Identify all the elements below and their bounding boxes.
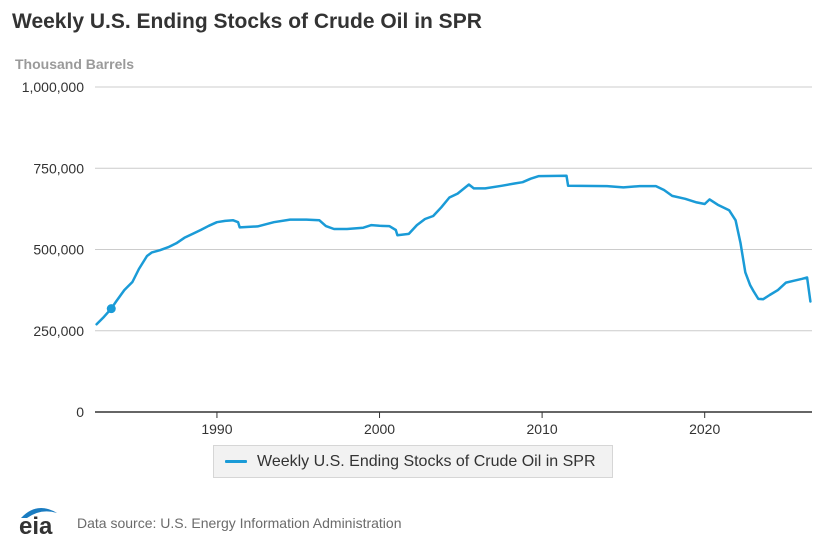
grid-lines (95, 86, 812, 413)
x-tick-label: 1990 (201, 421, 232, 437)
series-hover-marker[interactable] (106, 304, 116, 314)
eia-logo-icon: eia (19, 508, 57, 537)
legend[interactable]: Weekly U.S. Ending Stocks of Crude Oil i… (213, 445, 613, 478)
footer: eia Data source: U.S. Energy Information… (17, 503, 401, 537)
x-tick-label: 2020 (689, 421, 720, 437)
y-tick-label: 500,000 (33, 242, 84, 258)
y-tick-label: 250,000 (33, 323, 84, 339)
chart-title: Weekly U.S. Ending Stocks of Crude Oil i… (12, 10, 482, 33)
y-tick-label: 0 (76, 404, 84, 420)
series-line-0[interactable] (95, 174, 812, 326)
logo-swoosh (21, 508, 57, 518)
y-tick-label: 1,000,000 (22, 79, 84, 95)
series-group (95, 174, 812, 326)
y-tick-labels: 0 250,000 500,000 750,000 1,000,000 (22, 79, 85, 420)
legend-label[interactable]: Weekly U.S. Ending Stocks of Crude Oil i… (257, 452, 596, 470)
y-tick-label: 750,000 (33, 160, 84, 176)
y-axis-label: Thousand Barrels (15, 56, 135, 72)
logo-text: eia (19, 513, 53, 537)
x-tick-labels: 1990 2000 2010 2020 (201, 412, 720, 437)
legend-swatch (225, 460, 247, 463)
x-tick-label: 2000 (364, 421, 395, 437)
data-source: Data source: U.S. Energy Information Adm… (77, 515, 402, 531)
x-tick-label: 2010 (527, 421, 558, 437)
